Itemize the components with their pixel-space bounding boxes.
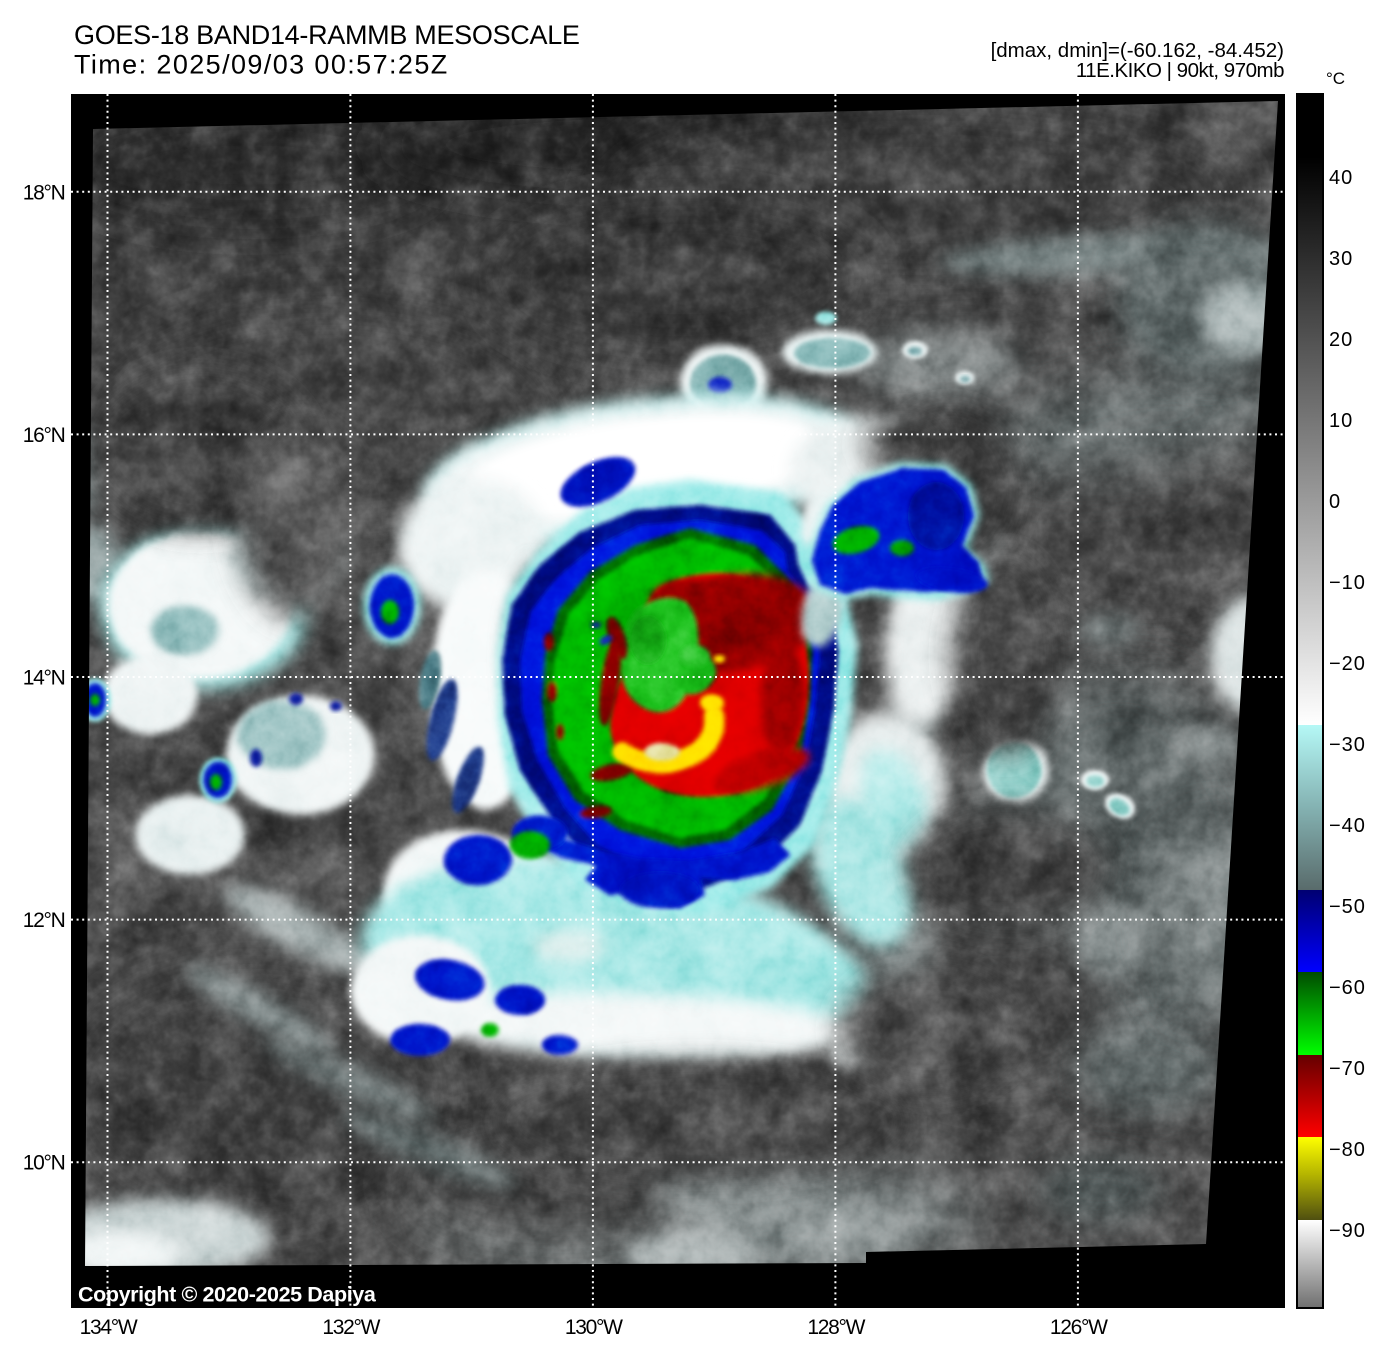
svg-text:−30: −30: [1329, 734, 1366, 756]
svg-text:−50: −50: [1329, 896, 1366, 918]
svg-text:0: 0: [1329, 491, 1341, 513]
svg-text:−80: −80: [1329, 1139, 1366, 1161]
svg-text:128°W: 128°W: [807, 1316, 865, 1339]
svg-text:−60: −60: [1329, 977, 1366, 999]
svg-text:Copyright © 2020-2025 Dapiya: Copyright © 2020-2025 Dapiya: [78, 1283, 377, 1307]
svg-text:−90: −90: [1329, 1220, 1366, 1242]
svg-text:°C: °C: [1326, 69, 1345, 88]
svg-text:10°N: 10°N: [23, 1152, 65, 1175]
svg-text:16°N: 16°N: [23, 424, 65, 447]
svg-text:GOES-18 BAND14-RAMMB MESOSCALE: GOES-18 BAND14-RAMMB MESOSCALE: [74, 20, 580, 50]
svg-text:30: 30: [1329, 248, 1353, 270]
svg-text:40: 40: [1329, 167, 1353, 189]
svg-text:20: 20: [1329, 329, 1353, 351]
svg-text:−40: −40: [1329, 815, 1366, 837]
svg-text:−20: −20: [1329, 653, 1366, 675]
svg-text:14°N: 14°N: [23, 667, 65, 690]
svg-text:−70: −70: [1329, 1058, 1366, 1080]
svg-text:130°W: 130°W: [565, 1316, 623, 1339]
svg-text:132°W: 132°W: [322, 1316, 380, 1339]
svg-text:12°N: 12°N: [23, 909, 65, 932]
svg-text:[dmax, dmin]=(-60.162, -84.452: [dmax, dmin]=(-60.162, -84.452): [991, 39, 1284, 62]
svg-text:−10: −10: [1329, 572, 1366, 594]
svg-text:11E.KIKO | 90kt, 970mb: 11E.KIKO | 90kt, 970mb: [1076, 59, 1284, 82]
svg-text:Time: 2025/09/03 00:57:25Z: Time: 2025/09/03 00:57:25Z: [74, 50, 449, 80]
svg-text:10: 10: [1329, 410, 1353, 432]
svg-text:134°W: 134°W: [80, 1316, 138, 1339]
svg-text:18°N: 18°N: [23, 182, 65, 205]
svg-text:126°W: 126°W: [1050, 1316, 1108, 1339]
